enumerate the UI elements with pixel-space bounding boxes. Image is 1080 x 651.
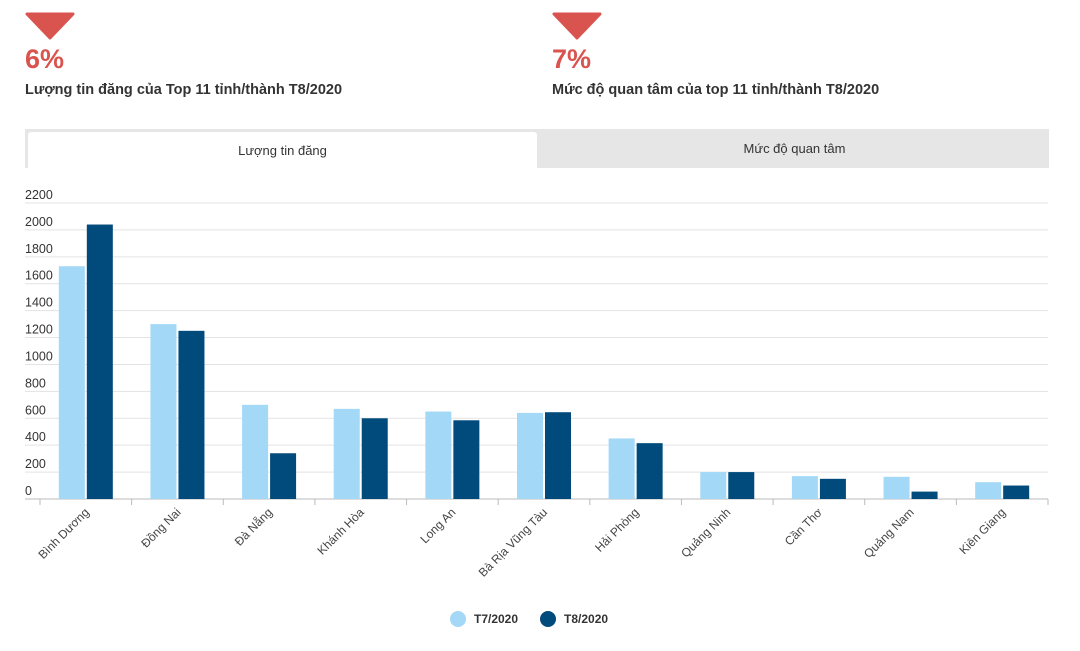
- legend-item-t8[interactable]: T8/2020: [540, 611, 608, 627]
- stat-value: 6%: [25, 44, 65, 74]
- legend-label-t8: T8/2020: [564, 612, 609, 626]
- bar-t7[interactable]: [975, 482, 1002, 499]
- down-arrow-shape: [25, 12, 75, 40]
- bar-t7[interactable]: [58, 266, 85, 499]
- chart-legend: T7/2020 T8/2020: [450, 611, 630, 627]
- bar-t7[interactable]: [333, 408, 360, 499]
- x-category-label: Kiên Giang: [956, 505, 1008, 557]
- stat-caption: Mức độ quan tâm của top 11 tỉnh/thành T8…: [552, 82, 880, 98]
- bar-t7[interactable]: [242, 404, 269, 499]
- y-tick-label: 400: [25, 430, 46, 444]
- bar-t8[interactable]: [1003, 485, 1030, 499]
- bar-t7[interactable]: [425, 411, 452, 499]
- legend-label-t7: T7/2020: [474, 612, 519, 626]
- bar-t7[interactable]: [791, 476, 818, 499]
- bar-t8[interactable]: [453, 420, 480, 499]
- y-tick-label: 1600: [25, 269, 53, 283]
- tab-posting-volume[interactable]: Lượng tin đăng: [28, 132, 537, 168]
- legend-item-t7[interactable]: T7/2020: [450, 611, 518, 627]
- x-category-label: Bà Rịa Vũng Tàu: [476, 505, 550, 579]
- y-tick-label: 600: [25, 403, 46, 417]
- bar-t7[interactable]: [517, 412, 543, 499]
- y-tick-label: 800: [25, 376, 46, 390]
- legend-swatch-t8: [540, 611, 557, 627]
- y-tick-label: 1400: [25, 296, 53, 310]
- x-category-label: Hải Phòng: [592, 505, 642, 555]
- tab-interest-level[interactable]: Mức độ quan tâm: [743, 141, 846, 156]
- x-category-label: Khánh Hòa: [314, 505, 367, 558]
- bar-t8[interactable]: [270, 453, 297, 499]
- x-category-label: Bình Dương: [35, 505, 92, 562]
- bar-t7[interactable]: [608, 438, 635, 499]
- x-category-label: Long An: [417, 505, 458, 546]
- x-category-label: Cần Thơ: [782, 505, 825, 548]
- bar-t8[interactable]: [636, 443, 663, 499]
- bar-t7[interactable]: [883, 476, 910, 499]
- chart-tabs: Lượng tin đăng Mức độ quan tâm: [25, 129, 1049, 168]
- down-arrow-icon: [552, 12, 602, 40]
- bar-t7[interactable]: [150, 324, 177, 499]
- stat-interest-level: 7% Mức độ quan tâm của top 11 tỉnh/thành…: [552, 12, 879, 98]
- x-category-label: Quảng Nam: [861, 505, 917, 561]
- bar-t7[interactable]: [700, 472, 727, 499]
- bar-t8[interactable]: [911, 491, 938, 499]
- stat-caption: Lượng tin đăng của Top 11 tỉnh/thành T8/…: [25, 82, 343, 98]
- legend-swatch-t7: [450, 611, 466, 627]
- bar-t8[interactable]: [819, 478, 846, 499]
- stat-posting-volume: 6% Lượng tin đăng của Top 11 tỉnh/thành …: [25, 12, 342, 98]
- bar-t8[interactable]: [545, 412, 571, 499]
- y-tick-label: 2200: [25, 188, 53, 202]
- y-tick-label: 200: [25, 457, 46, 471]
- y-tick-label: 0: [25, 484, 32, 498]
- down-arrow-icon: [25, 12, 75, 40]
- bar-t8[interactable]: [86, 224, 113, 499]
- y-tick-label: 2000: [25, 215, 53, 229]
- x-category-label: Đồng Nai: [138, 505, 183, 550]
- stat-value: 7%: [552, 44, 592, 74]
- x-category-label: Quảng Ninh: [678, 505, 733, 560]
- bar-t8[interactable]: [178, 330, 205, 499]
- bar-chart: 0 200 400 600 800 1000 1200 1400 1600 1800 2000 220…: [25, 188, 1049, 580]
- y-tick-label: 1200: [25, 323, 53, 337]
- down-arrow-shape: [552, 12, 602, 40]
- x-category-label: Đà Nẵng: [231, 505, 275, 549]
- y-tick-label: 1800: [25, 242, 53, 256]
- bar-t8[interactable]: [361, 418, 388, 499]
- bar-t8[interactable]: [728, 472, 755, 499]
- y-tick-label: 1000: [25, 349, 53, 363]
